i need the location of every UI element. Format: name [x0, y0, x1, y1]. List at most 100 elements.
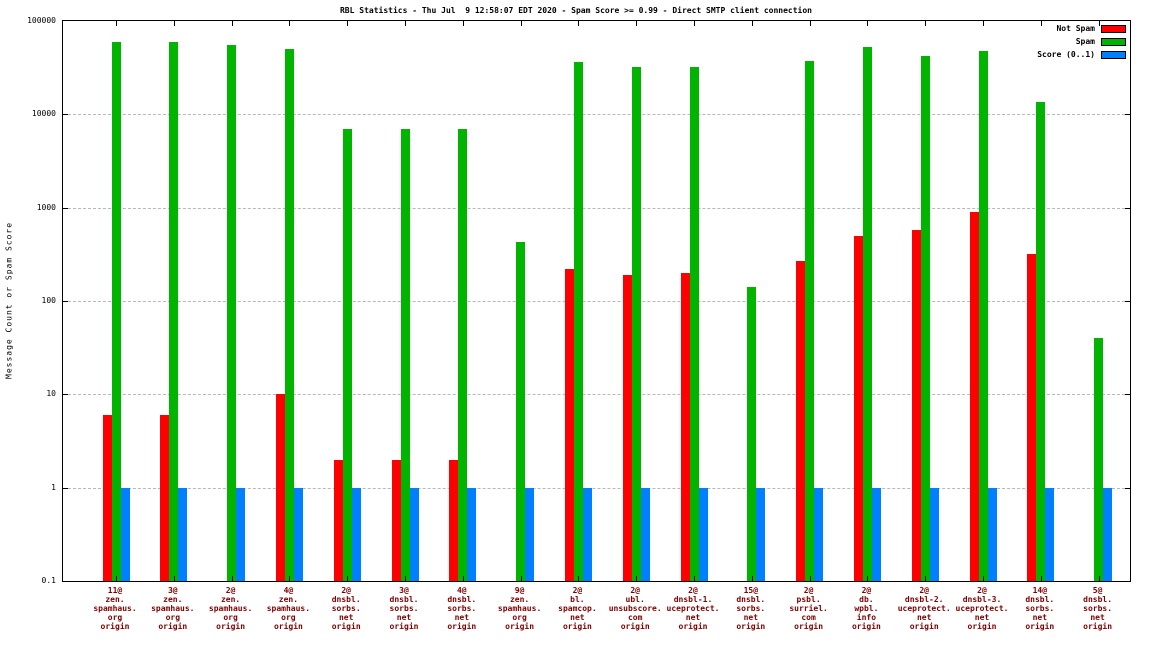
x-tick-mark — [231, 576, 233, 581]
bar-score-0-1- — [525, 487, 535, 581]
bar-spam — [284, 49, 294, 581]
bar-score-0-1- — [120, 487, 130, 581]
bar-spam — [111, 41, 121, 581]
legend-row: Spam — [1037, 37, 1126, 46]
legend-swatch — [1101, 24, 1126, 33]
y-tick-mark — [63, 207, 68, 209]
y-tick-mark — [1125, 394, 1130, 396]
chart-title: RBL Statistics - Thu Jul 9 12:58:07 EDT … — [339, 6, 812, 15]
y-tick-label: 0.1 — [41, 576, 56, 585]
y-tick-label: 100000 — [27, 16, 56, 25]
bar-spam — [342, 128, 352, 581]
x-tick-label: 2@ dnsbl-3. uceprotect. net origin — [955, 586, 1009, 631]
bar-not-spam — [1027, 253, 1037, 581]
plot-area — [62, 20, 1131, 582]
x-tick-label: 15@ dnsbl. sorbs. net origin — [736, 586, 766, 631]
bar-spam — [169, 41, 179, 581]
x-tick-mark — [809, 576, 811, 581]
x-tick-mark — [751, 576, 753, 581]
x-tick-mark — [116, 21, 117, 26]
x-tick-mark — [636, 576, 638, 581]
bar-not-spam — [275, 394, 285, 581]
x-tick-label: 2@ dnsbl-2. uceprotect. net origin — [897, 586, 951, 631]
x-tick-mark — [289, 21, 291, 26]
legend-row: Not Spam — [1037, 24, 1126, 33]
gridline — [63, 301, 1130, 302]
x-tick-mark — [867, 21, 869, 26]
bar-spam — [458, 128, 468, 581]
gridline — [63, 114, 1130, 116]
bar-score-0-1- — [178, 487, 188, 581]
bar-not-spam — [564, 269, 574, 581]
x-tick-label: 2@ ubl. unsubscore. com origin — [608, 586, 662, 631]
bar-spam — [978, 50, 988, 581]
bar-not-spam — [680, 272, 690, 581]
bar-score-0-1- — [640, 487, 650, 581]
x-tick-mark — [578, 576, 580, 581]
y-tick-label: 1000 — [36, 202, 56, 212]
gridline — [63, 207, 1130, 209]
y-tick-mark — [1125, 301, 1130, 302]
gridline — [63, 487, 1130, 489]
x-tick-mark — [289, 576, 291, 581]
x-tick-label: 2@ zen. spamhaus. org origin — [208, 586, 253, 631]
y-tick-mark — [1125, 114, 1130, 116]
x-tick-mark — [578, 21, 580, 26]
bar-spam — [227, 45, 237, 581]
bar-score-0-1- — [814, 487, 824, 581]
x-tick-mark — [462, 21, 464, 26]
bar-score-0-1- — [582, 487, 592, 581]
x-tick-label: 4@ zen. spamhaus. org origin — [266, 586, 311, 631]
bar-score-0-1- — [293, 487, 303, 581]
x-tick-mark — [636, 21, 638, 26]
legend-label: Not Spam — [1056, 24, 1095, 33]
x-tick-label: 11@ zen. spamhaus. org origin — [93, 586, 137, 631]
x-tick-mark — [347, 576, 349, 581]
bar-score-0-1- — [987, 487, 997, 581]
bar-not-spam — [160, 415, 170, 581]
x-tick-mark — [231, 21, 233, 26]
x-tick-mark — [694, 576, 695, 581]
bar-spam — [689, 67, 699, 581]
x-tick-label: 2@ dnsbl. sorbs. net origin — [331, 586, 361, 631]
bar-not-spam — [853, 235, 863, 581]
bar-score-0-1- — [756, 487, 766, 581]
legend-label: Score (0..1) — [1037, 50, 1095, 59]
x-tick-label: 5@ dnsbl. sorbs. net origin — [1083, 586, 1113, 631]
y-tick-mark — [1125, 487, 1130, 489]
bar-not-spam — [969, 211, 979, 581]
x-tick-mark — [694, 21, 695, 26]
y-tick-label: 10000 — [31, 109, 56, 119]
x-tick-mark — [520, 576, 522, 581]
x-tick-mark — [173, 21, 175, 26]
bar-score-0-1- — [351, 487, 361, 581]
x-tick-mark — [462, 576, 464, 581]
gridline — [63, 394, 1130, 396]
legend: Not Spam Spam Score (0..1) — [1037, 24, 1126, 63]
bar-not-spam — [796, 260, 806, 581]
x-tick-mark — [405, 576, 406, 581]
legend-swatch — [1101, 50, 1126, 59]
x-tick-label: 2@ db. wpbl. info origin — [851, 586, 881, 631]
bar-score-0-1- — [409, 487, 419, 581]
x-tick-mark — [867, 576, 869, 581]
legend-row: Score (0..1) — [1037, 50, 1126, 59]
x-tick-mark — [925, 21, 927, 26]
bar-not-spam — [449, 459, 459, 581]
y-tick-mark — [1125, 207, 1130, 209]
x-tick-mark — [1040, 576, 1042, 581]
bar-not-spam — [911, 229, 921, 581]
x-tick-mark — [983, 21, 984, 26]
x-tick-mark — [116, 576, 117, 581]
bar-spam — [805, 61, 815, 581]
x-tick-mark — [173, 576, 175, 581]
bar-spam — [747, 287, 757, 581]
x-tick-mark — [1098, 21, 1100, 26]
x-tick-mark — [925, 576, 927, 581]
y-tick-label: 10 — [46, 389, 56, 399]
x-tick-label: 14@ dnsbl. sorbs. net origin — [1025, 586, 1055, 631]
x-tick-label: 2@ dnsbl-1. uceprotect. net origin — [666, 586, 720, 631]
x-tick-mark — [405, 21, 406, 26]
x-tick-label: 4@ dnsbl. sorbs. net origin — [447, 586, 477, 631]
